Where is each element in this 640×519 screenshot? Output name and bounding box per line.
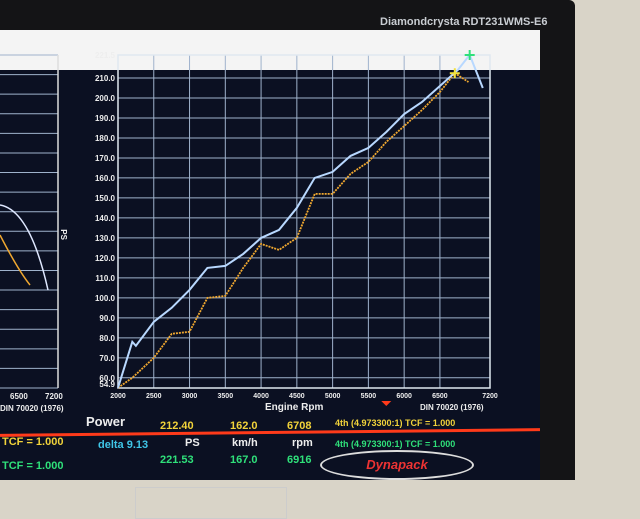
rpm-unit: rpm — [292, 437, 313, 449]
monitor-brand: Diamondcrysta RDT231WMS-E6 — [380, 16, 548, 28]
y-tick-label: 150.0 — [95, 194, 116, 203]
monitor-bezel: Diamondcrysta RDT231WMS-E6 54.9 60.0 70.0 8… — [0, 0, 575, 519]
delta: delta 9.13 — [98, 439, 149, 451]
chart-title: Power — [86, 414, 126, 429]
left-x-tick: 7200 — [45, 392, 63, 401]
rpm-marker-icon — [381, 401, 392, 406]
x-tick-label: 4000 — [253, 393, 269, 400]
y-tick-label: 140.0 — [95, 214, 116, 223]
power-chart: 54.960.0 70.0 80.0 90.0 100.0 110.0 120.0 130.0… — [0, 49, 498, 406]
info-box — [135, 487, 287, 519]
run2-gear: 4th (4.973300:1) TCF = 1.000 — [335, 439, 456, 449]
x-tick-label: 3500 — [218, 393, 234, 400]
screen: 54.9 60.0 70.0 80.0 90.0 100.0 110.0 120.0 130.0… — [0, 30, 541, 519]
din-note: DIN 70020 (1976) — [420, 403, 484, 412]
run1-rpm: 6708 — [287, 420, 312, 432]
left-din-note: DIN 70020 (1976) — [0, 404, 64, 413]
speed-unit: km/h — [232, 437, 258, 449]
left-tcf-2: TCF = 1.000 — [2, 460, 64, 472]
y-tick-label: 80.0 — [99, 334, 115, 343]
x-tick-label: 5500 — [361, 393, 377, 400]
x-axis-label: Engine Rpm — [265, 402, 324, 413]
run2-power: 221.53 — [160, 454, 194, 466]
peak-marker-2 — [464, 49, 475, 60]
run1-power: 212.40 — [160, 420, 194, 432]
x-tick-label: 2000 — [110, 393, 126, 400]
series-line-1 — [117, 72, 469, 389]
y-tick-label: 200.0 — [95, 94, 116, 103]
peak-marker-1 — [449, 68, 460, 79]
dynapack-logo: Dynapack — [320, 450, 474, 480]
y-tick-label: 110.0 — [95, 274, 115, 283]
y-tick-label: 170.0 — [95, 154, 116, 163]
left-series-orange — [0, 234, 31, 286]
y-tick-label: 221.5 — [95, 51, 116, 60]
left-x-tick: 6500 — [10, 392, 28, 401]
x-tick-label: 4500 — [289, 393, 305, 400]
plot-border — [117, 54, 491, 389]
y-tick-label: 100.0 — [95, 294, 116, 303]
y-tick-label: 90.0 — [99, 314, 115, 323]
run2-speed: 167.0 — [230, 454, 258, 466]
x-tick-label: 7200 — [482, 393, 498, 400]
y-tick-label: 70.0 — [99, 354, 115, 363]
y-tick-label: 130.0 — [95, 234, 116, 243]
y-tick-label: 210.0 — [95, 74, 116, 83]
y-tick-label: 190.0 — [95, 114, 116, 123]
left-tcf-1: TCF = 1.000 — [2, 436, 64, 448]
x-tick-label: 2500 — [146, 393, 162, 400]
x-tick-label: 6000 — [396, 393, 412, 400]
y-tick-label: 120.0 — [95, 254, 116, 263]
x-tick-label: 5000 — [325, 393, 341, 400]
series-line-2 — [117, 52, 484, 389]
power-unit: PS — [185, 437, 200, 449]
y-tick-label: 60.0 — [99, 374, 115, 383]
y-tick-label: 54.9 — [99, 380, 115, 389]
run1-gear: 4th (4.973300:1) TCF = 1.000 — [335, 418, 456, 428]
x-tick-label: 3000 — [182, 393, 198, 400]
y-tick-label: 180.0 — [95, 134, 116, 143]
left-series-white — [0, 204, 49, 291]
x-tick-label: 6500 — [432, 393, 448, 400]
title-bar — [0, 30, 540, 70]
run2-rpm: 6916 — [287, 454, 312, 466]
y-axis-label: PS — [58, 229, 68, 240]
run1-speed: 162.0 — [230, 420, 258, 432]
y-tick-label: 160.0 — [95, 174, 116, 183]
